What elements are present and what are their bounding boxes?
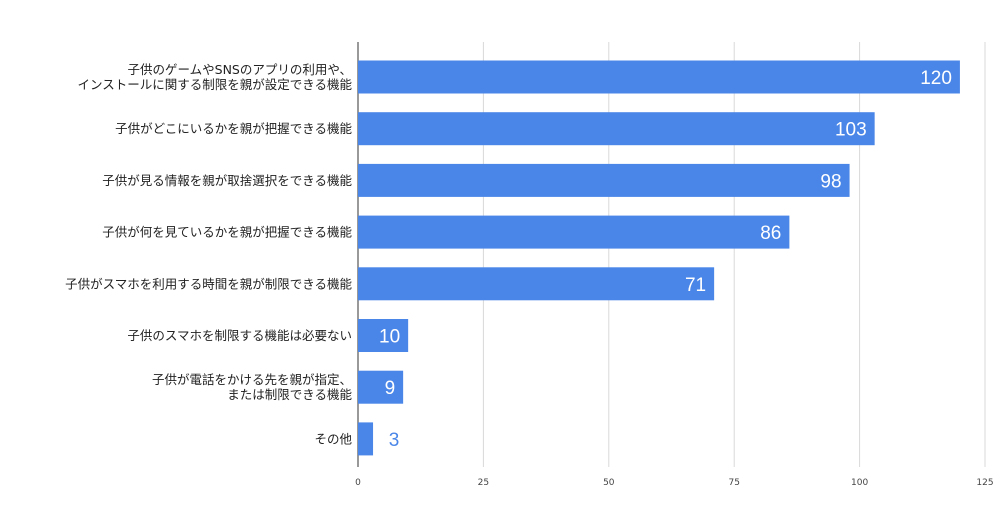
category-label: 子供のスマホを制限する機能は必要ない [127, 328, 352, 343]
x-tick-label: 0 [355, 478, 361, 488]
category-label: 子供が見る情報を親が取捨選択をできる機能 [102, 173, 352, 188]
x-tick-label: 25 [478, 478, 489, 488]
x-tick-label: 50 [603, 478, 615, 488]
category-label: その他 [314, 431, 352, 446]
x-tick-label: 125 [976, 478, 993, 488]
data-label: 71 [685, 275, 706, 296]
category-label: 子供がスマホを利用する時間を親が制限できる機能 [65, 276, 352, 291]
bar [358, 370, 404, 404]
category-label: 子供が何を見ているかを親が把握できる機能 [102, 225, 352, 240]
x-tick-label: 75 [728, 478, 739, 488]
bar [358, 319, 409, 352]
bar [358, 422, 374, 456]
data-label: 86 [760, 223, 781, 244]
bar [358, 60, 960, 94]
x-tick-label: 100 [851, 478, 868, 488]
bar [358, 215, 790, 249]
data-label: 98 [820, 171, 841, 192]
category-label: 子供がどこにいるかを親が把握できる機能 [115, 121, 352, 136]
bar [358, 112, 875, 146]
category-label: 子供のゲームやSNSのアプリの利用や、インストールに関する制限を親が設定できる機… [77, 62, 352, 92]
data-label: 9 [385, 378, 396, 399]
data-label: 3 [389, 430, 400, 451]
bar [358, 163, 850, 197]
data-label: 120 [920, 68, 952, 89]
bar [358, 267, 715, 301]
data-label: 10 [379, 327, 400, 348]
data-label: 103 [835, 120, 867, 141]
category-label: 子供が電話をかける先を親が指定、または制限できる機能 [152, 372, 353, 402]
